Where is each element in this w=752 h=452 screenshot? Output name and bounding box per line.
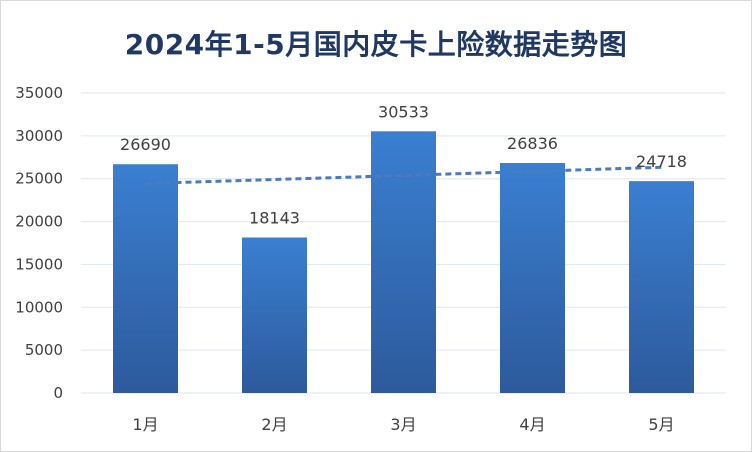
data-label: 26690: [120, 135, 171, 154]
y-tick-label: 0: [53, 384, 63, 402]
trendline: [145, 165, 662, 186]
x-tick-label: 2月: [261, 415, 287, 434]
bar: [500, 162, 565, 393]
y-tick-label: 20000: [15, 213, 63, 231]
x-tick-label: 4月: [519, 415, 545, 434]
bar: [113, 164, 178, 393]
y-axis-labels: 0 5000 10000 15000 20000 25000 30000 35000: [15, 84, 63, 402]
bar: [242, 237, 307, 393]
y-tick-label: 10000: [15, 298, 63, 316]
x-tick-label: 3月: [390, 415, 416, 434]
bar: [629, 181, 694, 393]
y-tick-label: 15000: [15, 255, 63, 273]
bar: [371, 131, 436, 393]
y-tick-label: 5000: [25, 341, 63, 359]
chart-title: 2024年1-5月国内皮卡上险数据走势图: [124, 28, 628, 61]
x-axis-labels: 1月 2月 3月 4月 5月: [132, 415, 674, 434]
x-tick-label: 1月: [132, 415, 158, 434]
y-tick-label: 30000: [15, 127, 63, 145]
y-tick-label: 35000: [15, 84, 63, 102]
data-label: 26836: [507, 134, 558, 153]
y-tick-label: 25000: [15, 170, 63, 188]
data-labels: 26690 18143 30533 26836 24718: [120, 102, 687, 227]
bars: [113, 131, 694, 393]
x-tick-label: 5月: [648, 415, 674, 434]
data-label: 24718: [636, 152, 687, 171]
data-label: 30533: [378, 102, 429, 121]
data-label: 18143: [249, 208, 300, 227]
trendline-line: [145, 165, 662, 186]
